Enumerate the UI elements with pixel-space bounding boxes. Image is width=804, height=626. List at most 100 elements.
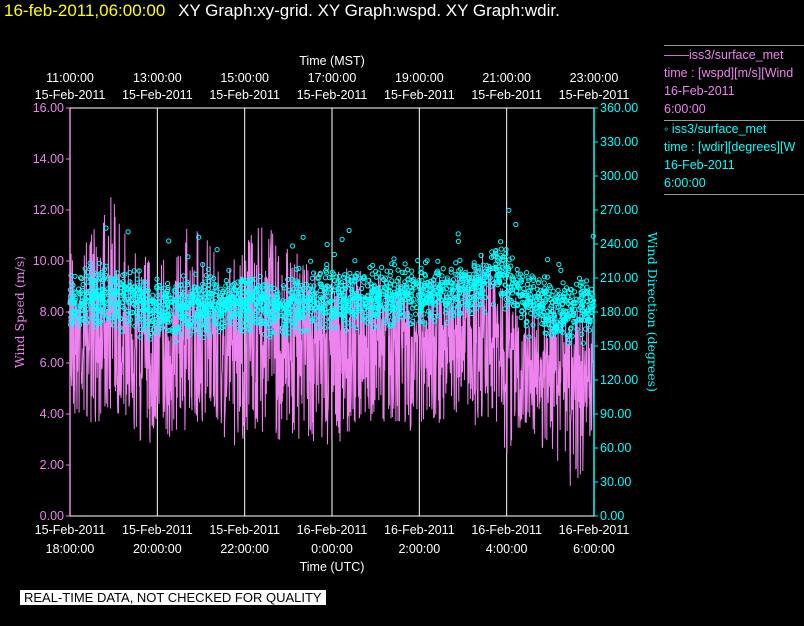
wdir-point	[459, 277, 466, 283]
wdir-point	[555, 299, 561, 305]
wdir-point	[386, 314, 392, 320]
wdir-point	[148, 310, 154, 317]
wdir-point	[450, 287, 456, 293]
wdir-point	[180, 273, 186, 279]
wdir-point	[223, 289, 229, 295]
wdir-point	[245, 288, 251, 294]
wdir-point	[267, 331, 273, 337]
wdir-point	[78, 275, 84, 281]
wdir-point	[232, 287, 238, 293]
wdir-point	[370, 262, 376, 269]
wdir-point	[443, 320, 450, 326]
wdir-point	[446, 297, 452, 303]
wdir-point	[451, 306, 457, 312]
wdir-point	[342, 282, 348, 289]
wdir-point	[192, 302, 198, 308]
wdir-point	[274, 315, 280, 321]
wdir-point	[459, 282, 465, 288]
wdir-point	[195, 289, 201, 295]
wdir-point	[438, 297, 444, 303]
wdir-point	[498, 239, 504, 245]
wdir-point	[584, 284, 590, 290]
wdir-point	[109, 314, 115, 320]
wdir-point	[576, 275, 583, 281]
wdir-point	[308, 258, 314, 264]
wdir-point	[142, 282, 148, 288]
wdir-point	[523, 319, 529, 325]
wdir-point	[318, 313, 324, 319]
wdir-point	[563, 285, 570, 291]
wdir-point	[103, 225, 109, 231]
bottom-axis-label: Time (UTC)	[300, 560, 365, 574]
wdir-point	[110, 322, 117, 328]
wdir-point	[481, 274, 487, 281]
wdir-point	[491, 265, 497, 271]
wdir-point	[156, 327, 162, 334]
right-tick-label: 120.00	[600, 373, 638, 387]
wdir-point	[476, 276, 482, 282]
wdir-point	[310, 296, 316, 302]
wdir-point	[523, 323, 529, 329]
wdir-point	[585, 311, 591, 317]
wdir-point	[83, 309, 89, 315]
wdir-point	[140, 307, 146, 313]
wdir-point	[218, 286, 224, 292]
wdir-point	[427, 311, 434, 317]
wdir-point	[328, 289, 334, 296]
wdir-point	[218, 321, 224, 327]
wdir-point	[564, 333, 570, 339]
wdir-point	[97, 271, 103, 277]
wdir-point	[121, 288, 127, 294]
wdir-point	[336, 290, 342, 296]
wdir-point	[280, 283, 286, 289]
wdir-point	[504, 302, 510, 308]
wdir-point	[289, 324, 295, 330]
wdir-point	[85, 279, 91, 285]
wdir-point	[233, 300, 239, 306]
wdir-point	[85, 293, 92, 299]
left-tick-label: 14.00	[33, 152, 64, 166]
wdir-point	[466, 308, 472, 314]
wdir-point	[524, 270, 530, 276]
wdir-point	[503, 282, 509, 288]
wdir-point	[246, 295, 252, 301]
wdir-point	[389, 293, 395, 299]
wdir-point	[197, 331, 203, 337]
wdir-point	[224, 307, 230, 313]
wdir-point	[569, 293, 575, 299]
wdir-point	[508, 298, 514, 304]
right-tick-label: 210.00	[600, 271, 638, 285]
bottom-tick-time: 6:00:00	[573, 542, 615, 556]
wdir-point	[189, 323, 195, 329]
wdir-point	[96, 303, 102, 309]
wdir-point	[184, 281, 190, 288]
wdir-point	[567, 333, 573, 339]
wdir-point	[503, 270, 509, 276]
wdir-point	[347, 294, 353, 300]
wdir-point	[171, 300, 177, 306]
wdir-point	[179, 295, 185, 301]
wdir-point	[211, 321, 217, 327]
wdir-point	[79, 306, 85, 312]
wdir-point	[132, 323, 138, 329]
wdir-point	[134, 276, 140, 282]
wdir-point	[245, 280, 251, 286]
wdir-point	[402, 261, 408, 267]
wdir-point	[149, 319, 155, 325]
wdir-point	[350, 295, 356, 301]
wdir-point	[540, 294, 546, 300]
wdir-point	[214, 307, 220, 313]
wdir-point	[456, 310, 462, 316]
wdir-point	[362, 295, 368, 301]
wdir-point	[354, 324, 360, 331]
wdir-point	[436, 293, 442, 299]
wdir-point	[558, 307, 564, 313]
wdir-point	[208, 307, 214, 313]
wdir-point	[572, 300, 578, 306]
wdir-point	[530, 299, 536, 305]
wdir-point	[413, 304, 419, 311]
bottom-tick-time: 4:00:00	[486, 542, 528, 556]
wdir-point	[329, 305, 335, 311]
wdir-point	[585, 290, 591, 296]
wdir-point	[430, 299, 437, 305]
